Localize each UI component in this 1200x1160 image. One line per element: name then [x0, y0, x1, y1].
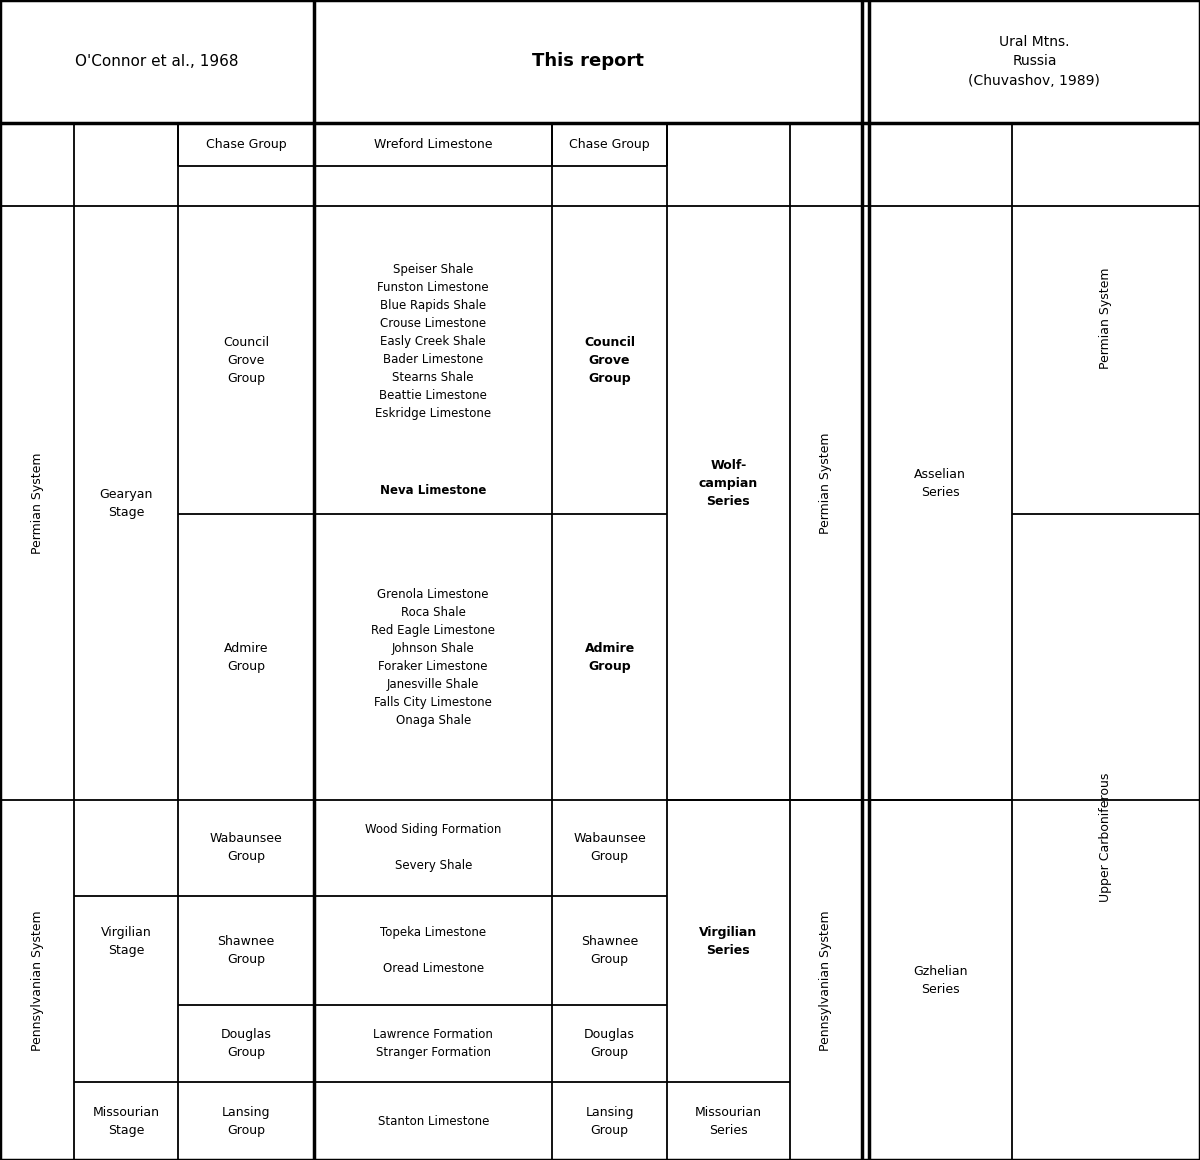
Text: Wood Siding Formation

Severy Shale: Wood Siding Formation Severy Shale	[365, 824, 502, 872]
Text: Shawnee
Group: Shawnee Group	[217, 935, 275, 965]
Text: This report: This report	[532, 52, 644, 71]
Text: Topeka Limestone

Oread Limestone: Topeka Limestone Oread Limestone	[380, 926, 486, 974]
Text: Stanton Limestone: Stanton Limestone	[378, 1115, 488, 1128]
Text: Douglas
Group: Douglas Group	[221, 1028, 271, 1059]
Text: Ural Mtns.
Russia
(Chuvashov, 1989): Ural Mtns. Russia (Chuvashov, 1989)	[968, 35, 1100, 88]
Text: Wolf-
campian
Series: Wolf- campian Series	[698, 458, 758, 508]
Text: Lansing
Group: Lansing Group	[586, 1105, 634, 1137]
Text: Virgilian
Stage: Virgilian Stage	[101, 926, 151, 957]
Text: Permian System: Permian System	[820, 433, 832, 534]
Text: Wreford Limestone: Wreford Limestone	[374, 138, 492, 151]
Text: Asselian
Series: Asselian Series	[914, 467, 966, 499]
Text: Douglas
Group: Douglas Group	[584, 1028, 635, 1059]
Text: O'Connor et al., 1968: O'Connor et al., 1968	[76, 55, 239, 68]
Text: Neva Limestone: Neva Limestone	[380, 484, 486, 498]
Text: Shawnee
Group: Shawnee Group	[581, 935, 638, 965]
Text: Wabaunsee
Group: Wabaunsee Group	[210, 833, 282, 863]
Text: Pennsylvanian System: Pennsylvanian System	[820, 909, 832, 1051]
Text: Grenola Limestone
Roca Shale
Red Eagle Limestone
Johnson Shale
Foraker Limestone: Grenola Limestone Roca Shale Red Eagle L…	[371, 588, 496, 726]
Text: Speiser Shale
Funston Limestone
Blue Rapids Shale
Crouse Limestone
Easly Creek S: Speiser Shale Funston Limestone Blue Rap…	[376, 263, 491, 420]
Text: Lawrence Formation
Stranger Formation: Lawrence Formation Stranger Formation	[373, 1028, 493, 1059]
Text: Missourian
Series: Missourian Series	[695, 1105, 762, 1137]
Text: Pennsylvanian System: Pennsylvanian System	[31, 909, 43, 1051]
Text: Missourian
Stage: Missourian Stage	[92, 1105, 160, 1137]
Text: Admire
Group: Admire Group	[584, 641, 635, 673]
Text: Virgilian
Series: Virgilian Series	[700, 926, 757, 957]
Text: Council
Grove
Group: Council Grove Group	[584, 335, 635, 385]
Text: Gearyan
Stage: Gearyan Stage	[100, 488, 152, 519]
Text: Permian System: Permian System	[31, 452, 43, 554]
Text: Admire
Group: Admire Group	[223, 641, 269, 673]
Text: Council
Grove
Group: Council Grove Group	[223, 335, 269, 385]
Text: Chase Group: Chase Group	[569, 138, 650, 151]
Text: Gzhelian
Series: Gzhelian Series	[913, 965, 967, 995]
Text: Upper Carboniferous: Upper Carboniferous	[1099, 773, 1112, 901]
Text: Wabaunsee
Group: Wabaunsee Group	[574, 833, 646, 863]
Text: Chase Group: Chase Group	[205, 138, 287, 151]
Text: Permian System: Permian System	[1099, 268, 1112, 369]
Text: Lansing
Group: Lansing Group	[222, 1105, 270, 1137]
